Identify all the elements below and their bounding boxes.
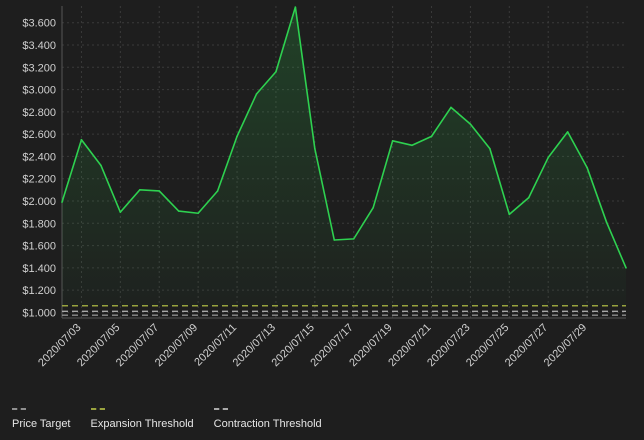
data-point	[586, 166, 588, 169]
data-point	[216, 190, 219, 192]
y-tick-label: $2.200	[22, 174, 56, 186]
series-area	[62, 7, 626, 306]
data-point	[119, 211, 122, 213]
data-point	[61, 201, 63, 203]
data-point	[527, 196, 530, 199]
legend-item-price-target[interactable]: Price Target	[12, 408, 71, 430]
y-tick-label: $1.000	[22, 307, 56, 319]
data-point	[469, 123, 472, 125]
data-point	[411, 144, 413, 147]
data-point	[352, 238, 355, 240]
data-point	[391, 140, 394, 142]
data-point	[255, 93, 258, 95]
legend-swatch-expansion-threshold	[90, 408, 105, 410]
data-point	[605, 221, 608, 223]
y-tick-label: $3.600	[22, 18, 56, 30]
y-tick-label: $1.600	[22, 241, 56, 253]
data-point	[314, 147, 316, 150]
legend-label: Expansion Threshold	[90, 418, 194, 430]
legend-swatch-price-target	[12, 408, 26, 410]
legend-label: Contraction Threshold	[213, 418, 322, 430]
data-point	[625, 267, 627, 269]
y-tick-label: $3.200	[22, 62, 56, 74]
y-tick-label: $3.400	[22, 40, 56, 52]
y-tick-label: $2.400	[22, 151, 56, 163]
data-point	[275, 70, 277, 73]
legend-item-contraction-threshold[interactable]: Contraction Threshold	[213, 408, 322, 430]
y-tick-label: $1.200	[22, 285, 56, 297]
data-point	[100, 164, 102, 167]
data-point	[372, 206, 374, 209]
data-point	[236, 135, 238, 138]
legend: Price Target Expansion Threshold Contrac…	[12, 408, 322, 430]
y-tick-label: $3.000	[22, 85, 56, 97]
data-point	[450, 106, 452, 109]
y-tick-label: $2.800	[22, 107, 56, 119]
data-point	[80, 138, 83, 141]
data-point	[138, 189, 141, 191]
data-point	[197, 212, 199, 215]
data-point	[430, 135, 433, 138]
data-point	[489, 147, 491, 150]
legend-swatch-contraction-threshold	[213, 408, 228, 410]
series-line	[61, 6, 627, 269]
data-point	[333, 239, 336, 241]
y-tick-label: $1.400	[22, 263, 56, 275]
data-point	[177, 210, 180, 212]
y-tick-label: $2.000	[22, 196, 56, 208]
data-point	[158, 190, 161, 192]
legend-label: Price Target	[12, 418, 71, 430]
data-point	[508, 213, 511, 216]
y-tick-label: $1.800	[22, 218, 56, 230]
data-point	[566, 131, 569, 133]
legend-item-expansion-threshold[interactable]: Expansion Threshold	[90, 408, 194, 430]
data-point	[294, 6, 297, 8]
data-point	[547, 156, 550, 159]
y-tick-label: $2.600	[22, 129, 56, 141]
